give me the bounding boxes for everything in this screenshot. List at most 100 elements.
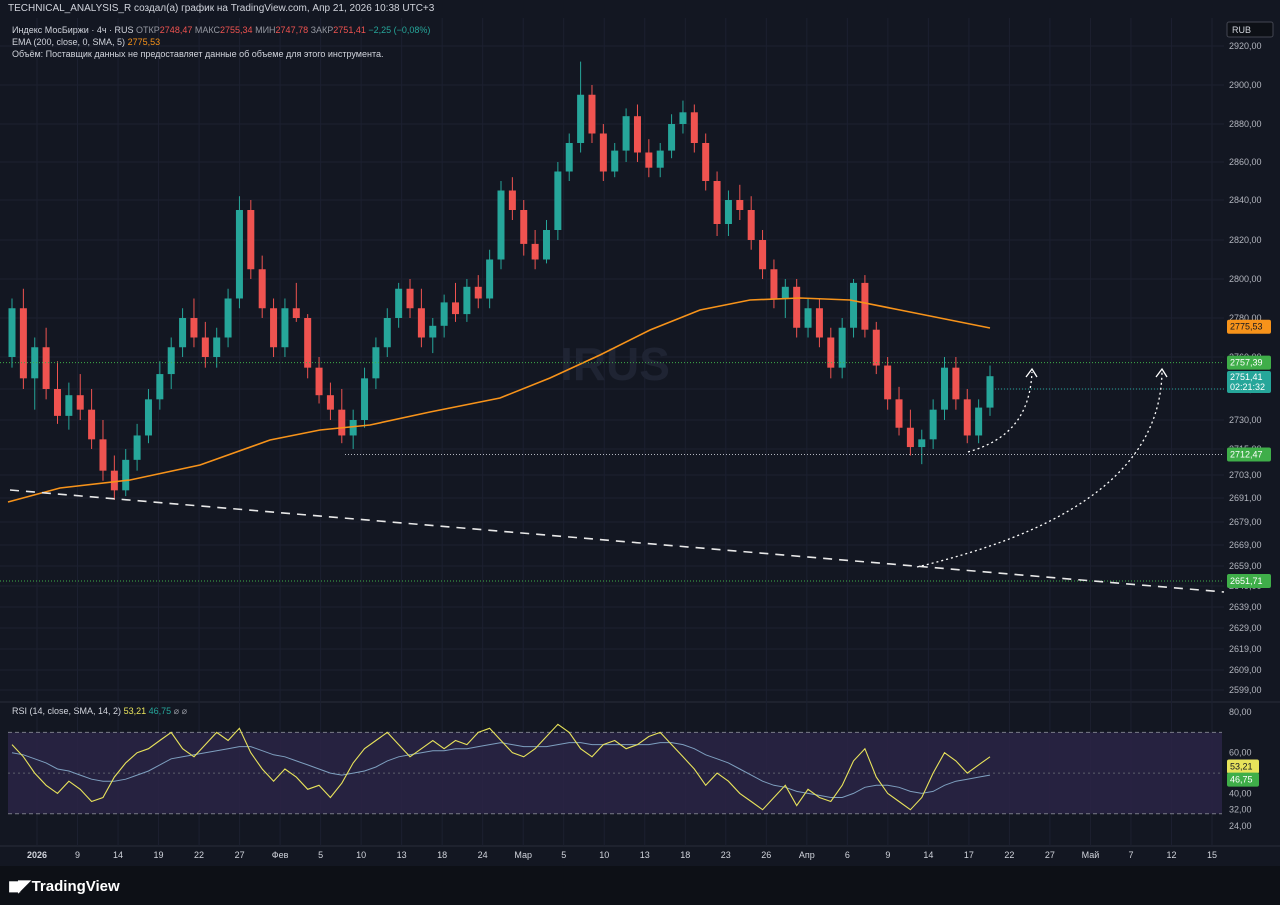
candle-body [520, 210, 528, 244]
candle-body [315, 367, 323, 396]
candle-body [781, 286, 789, 299]
lower-price-label: 2651,71 [1230, 576, 1263, 586]
y-tick-label: 2880,00 [1229, 119, 1262, 129]
candle-body [235, 210, 243, 299]
candle-body [8, 308, 16, 357]
candle-body [304, 318, 312, 368]
ema-line [7, 297, 991, 503]
rsi-y-tick-label: 60,00 [1229, 748, 1252, 758]
support-price-label: 2712,47 [1230, 449, 1263, 459]
candle-body [895, 399, 903, 428]
candle-body [793, 286, 801, 328]
x-tick-label: Фев [272, 850, 289, 860]
x-tick-label: 14 [923, 850, 933, 860]
y-tick-label: 2800,00 [1229, 274, 1262, 284]
close-value: 2751,41 [333, 25, 366, 35]
x-tick-label: Май [1082, 850, 1100, 860]
x-tick-label: 13 [640, 850, 650, 860]
candle-body [167, 347, 175, 375]
y-tick-label: 2920,00 [1229, 41, 1262, 51]
candle-body [611, 150, 619, 172]
candle-body [406, 288, 414, 309]
x-tick-label: 15 [1207, 850, 1217, 860]
y-tick-label: 2860,00 [1229, 157, 1262, 167]
candle-body [76, 395, 84, 410]
candle-body [452, 302, 460, 315]
rsi-y-tick-label: 40,00 [1229, 788, 1252, 798]
last-price-label: 2751,41 [1230, 372, 1263, 382]
rsi-sma-line [11, 742, 991, 798]
x-tick-label: 9 [75, 850, 80, 860]
x-tick-label: 22 [194, 850, 204, 860]
candle-body [531, 243, 539, 260]
resistance-price-label-box [1227, 355, 1271, 370]
candle-body [179, 318, 187, 348]
candle-body [565, 143, 573, 172]
candle-body [99, 439, 107, 471]
low-value: 2747,78 [275, 25, 309, 35]
change-value: −2,25 (−0,08%) [368, 25, 431, 35]
candle-body [690, 112, 698, 143]
y-tick-label: 2820,00 [1229, 235, 1262, 245]
x-tick-label: 10 [599, 850, 609, 860]
candle-body [588, 94, 596, 134]
x-tick-label: 7 [1128, 850, 1133, 860]
candle-body [542, 230, 550, 260]
candle-body [838, 327, 846, 368]
resistance-price-label: 2757,39 [1230, 358, 1263, 368]
chart-caption: TECHNICAL_ANALYSIS_R создал(а) график на… [8, 3, 435, 14]
candle-body [815, 308, 823, 338]
candle-body [554, 171, 562, 230]
candle-body [963, 399, 971, 436]
candle-body [633, 116, 641, 153]
y-tick-label: 2629,00 [1229, 623, 1262, 633]
currency-box[interactable] [1226, 21, 1274, 38]
y-tick-label: 2609,00 [1229, 665, 1262, 675]
candle-body [190, 318, 198, 338]
rsi-label[interactable]: RSI (14, close, SMA, 14, 2) [12, 706, 122, 716]
tradingview-logo-icon: ◼◤ [8, 878, 31, 895]
rsi-value: 53,21 [123, 706, 147, 716]
candle-body [645, 152, 653, 168]
y-tick-label: 2599,00 [1229, 685, 1262, 695]
rsi-sma-current-label: 46,75 [1230, 775, 1253, 785]
candle-body [122, 459, 130, 491]
candle-body [383, 318, 391, 348]
caption-bar: TECHNICAL_ANALYSIS_R создал(а) график на… [0, 0, 1280, 18]
candle-body [281, 308, 289, 348]
candle-body [247, 210, 255, 270]
candle-body [292, 308, 300, 318]
candle-body [861, 282, 869, 330]
ema-label[interactable]: EMA (200, close, 0, SMA, 5) [12, 37, 126, 47]
candle-body [53, 389, 61, 416]
footer [0, 866, 1280, 905]
x-tick-label: 9 [885, 850, 890, 860]
high-value: 2755,34 [220, 25, 253, 35]
arrow-short [967, 371, 1033, 453]
instrument-name[interactable]: Индекс МосБиржи · 4ч · RUS [12, 25, 134, 35]
candle-body [508, 190, 516, 210]
x-tick-label: 18 [437, 850, 447, 860]
rsi-extra: ⌀ ⌀ [173, 706, 187, 716]
candle-body [952, 367, 960, 400]
candle-body [258, 269, 266, 309]
candle-body [804, 308, 812, 328]
open-value: 2748,47 [159, 25, 193, 35]
candle-body [270, 308, 278, 348]
candle-body [918, 439, 926, 448]
last-price-box [1227, 371, 1271, 393]
y-tick-label: 2639,00 [1229, 602, 1262, 612]
x-tick-label: 12 [1166, 850, 1176, 860]
support-price-label-box [1227, 447, 1271, 462]
low-label: МИН [255, 25, 276, 35]
x-tick-label: 5 [318, 850, 323, 860]
candle-body [770, 269, 778, 299]
candle-body [88, 409, 96, 440]
candle-body [884, 365, 892, 400]
tradingview-logo[interactable]: ◼◤ TradingView [8, 876, 120, 896]
y-tick-label: 2659,00 [1229, 561, 1262, 571]
candle-body [986, 376, 994, 408]
currency-label: RUB [1232, 25, 1251, 35]
price-chart[interactable]: 2026 9 14 19 22 27 Фев 5 10 13 18 24 Мар 5 10 13 18 23 26 А… [0, 0, 1280, 866]
candle-body [224, 298, 232, 338]
